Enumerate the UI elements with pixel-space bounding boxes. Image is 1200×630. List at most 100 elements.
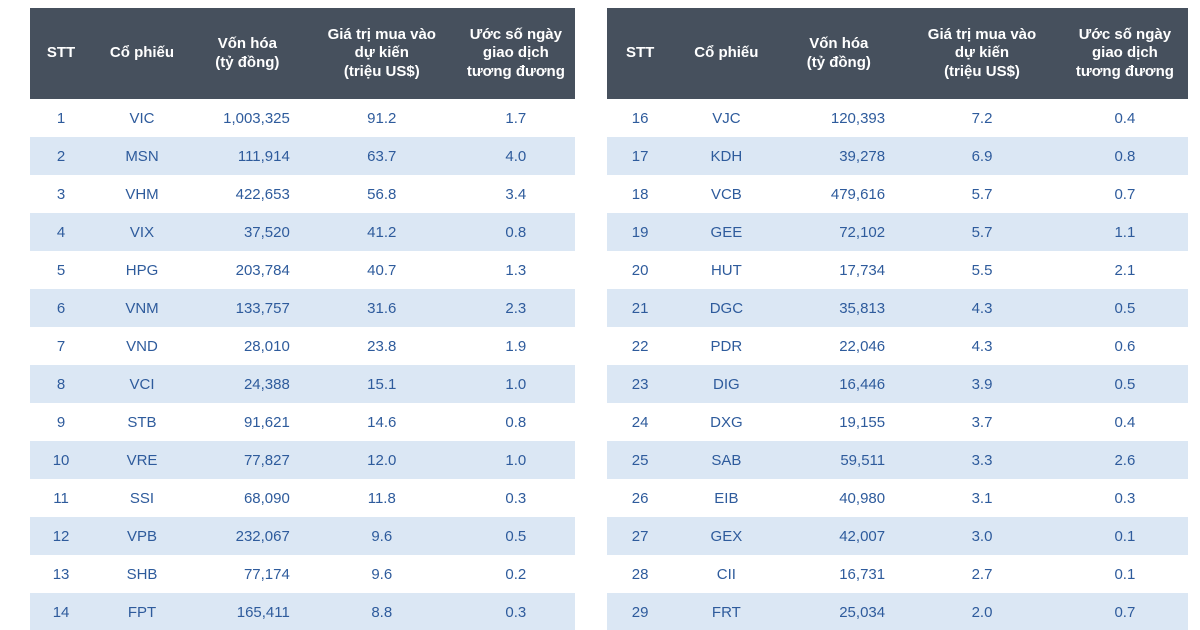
column-header-ticker: Cổ phiếu <box>109 44 175 62</box>
cell-market-cap: 1,003,325 <box>223 109 290 127</box>
cell-buy-value: 15.1 <box>367 375 397 393</box>
cell-ticker: SSI <box>129 489 155 507</box>
cell-market-cap: 59,511 <box>840 451 886 469</box>
cell-ticker: STB <box>127 413 157 431</box>
cell-ticker: PDR <box>710 337 743 355</box>
cell-trading-days: 0.1 <box>1114 565 1136 583</box>
cell-market-cap: 120,393 <box>830 109 886 127</box>
cell-trading-days: 0.3 <box>505 489 527 507</box>
cell-stt: 13 <box>52 565 70 583</box>
column-header-buy-value: Giá trị mua vào dự kiến (triệu US$) <box>927 26 1037 80</box>
cell-stt: 11 <box>53 489 69 507</box>
cell-buy-value: 14.6 <box>367 413 397 431</box>
table-row: 1 VIC 1,003,325 91.2 1.7 <box>30 99 575 137</box>
cell-market-cap: 91,621 <box>243 413 290 431</box>
cell-trading-days: 0.4 <box>1114 109 1136 127</box>
table-row: 12 VPB 232,067 9.6 0.5 <box>30 517 575 555</box>
cell-stt: 8 <box>56 375 66 393</box>
table-row: 26 EIB 40,980 3.1 0.3 <box>607 479 1188 517</box>
cell-buy-value: 6.9 <box>971 147 993 165</box>
cell-trading-days: 1.9 <box>505 337 527 355</box>
cell-ticker: VIX <box>129 223 155 241</box>
cell-buy-value: 56.8 <box>367 185 397 203</box>
cell-trading-days: 0.7 <box>1114 185 1136 203</box>
stock-table-right: STT Cổ phiếu Vốn hóa (tỷ đồng) Giá trị mua … <box>607 8 1188 630</box>
cell-buy-value: 7.2 <box>971 109 993 127</box>
cell-stt: 22 <box>631 337 649 355</box>
cell-ticker: DGC <box>709 299 744 317</box>
cell-trading-days: 0.1 <box>1114 527 1136 545</box>
cell-ticker: SHB <box>126 565 158 583</box>
table-row: 11 SSI 68,090 11.8 0.3 <box>30 479 575 517</box>
table-row: 24 DXG 19,155 3.7 0.4 <box>607 403 1188 441</box>
cell-trading-days: 3.4 <box>505 185 527 203</box>
column-header-buy-value: Giá trị mua vào dự kiến (triệu US$) <box>327 26 436 80</box>
cell-stt: 19 <box>631 223 649 241</box>
table-row: 14 FPT 165,411 8.8 0.3 <box>30 593 575 630</box>
cell-market-cap: 42,007 <box>839 527 886 545</box>
cell-trading-days: 2.3 <box>505 299 527 317</box>
cell-stt: 1 <box>56 109 66 127</box>
cell-ticker: MSN <box>125 147 159 165</box>
cell-market-cap: 28,010 <box>243 337 290 355</box>
cell-trading-days: 4.0 <box>505 147 527 165</box>
cell-trading-days: 0.8 <box>505 223 527 241</box>
table-row: 8 VCI 24,388 15.1 1.0 <box>30 365 575 403</box>
cell-market-cap: 133,757 <box>235 299 290 317</box>
cell-buy-value: 5.7 <box>971 223 993 241</box>
cell-ticker: HPG <box>125 261 159 279</box>
cell-market-cap: 232,067 <box>235 527 290 545</box>
cell-stt: 3 <box>56 185 66 203</box>
cell-trading-days: 1.0 <box>505 451 527 469</box>
cell-trading-days: 2.1 <box>1114 261 1136 279</box>
cell-market-cap: 24,388 <box>243 375 290 393</box>
column-header-market-cap: Vốn hóa (tỷ đồng) <box>806 35 871 71</box>
table-row: 18 VCB 479,616 5.7 0.7 <box>607 175 1188 213</box>
cell-ticker: FRT <box>711 603 741 621</box>
cell-market-cap: 68,090 <box>243 489 290 507</box>
cell-trading-days: 0.8 <box>505 413 527 431</box>
cell-stt: 26 <box>631 489 649 507</box>
table-row: 5 HPG 203,784 40.7 1.3 <box>30 251 575 289</box>
cell-buy-value: 40.7 <box>367 261 397 279</box>
cell-stt: 16 <box>631 109 649 127</box>
cell-ticker: KDH <box>710 147 743 165</box>
cell-buy-value: 3.7 <box>971 413 993 431</box>
cell-buy-value: 23.8 <box>367 337 397 355</box>
cell-buy-value: 12.0 <box>367 451 397 469</box>
cell-buy-value: 91.2 <box>367 109 397 127</box>
table-row: 6 VNM 133,757 31.6 2.3 <box>30 289 575 327</box>
cell-trading-days: 2.6 <box>1114 451 1136 469</box>
cell-stt: 29 <box>631 603 649 621</box>
cell-ticker: VND <box>126 337 158 355</box>
cell-ticker: FPT <box>127 603 157 621</box>
cell-trading-days: 1.3 <box>505 261 527 279</box>
table-body: 16 VJC 120,393 7.2 0.4 17 KDH 39,278 6.9 0.8 18 VCB… <box>607 99 1188 630</box>
cell-ticker: VNM <box>125 299 159 317</box>
cell-buy-value: 8.8 <box>371 603 393 621</box>
table-row: 13 SHB 77,174 9.6 0.2 <box>30 555 575 593</box>
cell-trading-days: 0.3 <box>1114 489 1136 507</box>
cell-stt: 5 <box>56 261 66 279</box>
table-header: STT Cổ phiếu Vốn hóa (tỷ đồng) Giá trị mua … <box>30 8 575 99</box>
cell-stt: 7 <box>56 337 66 355</box>
cell-trading-days: 0.5 <box>1114 375 1136 393</box>
table-row: 19 GEE 72,102 5.7 1.1 <box>607 213 1188 251</box>
table-row: 22 PDR 22,046 4.3 0.6 <box>607 327 1188 365</box>
table-row: 28 CII 16,731 2.7 0.1 <box>607 555 1188 593</box>
table-row: 3 VHM 422,653 56.8 3.4 <box>30 175 575 213</box>
cell-buy-value: 4.3 <box>971 337 993 355</box>
cell-stt: 2 <box>56 147 66 165</box>
cell-stt: 10 <box>52 451 70 469</box>
cell-market-cap: 25,034 <box>839 603 886 621</box>
cell-ticker: DIG <box>713 375 740 393</box>
cell-stt: 4 <box>56 223 66 241</box>
cell-stt: 18 <box>631 185 649 203</box>
column-header-market-cap: Vốn hóa (tỷ đồng) <box>215 35 280 71</box>
cell-trading-days: 0.4 <box>1114 413 1136 431</box>
cell-ticker: VJC <box>712 109 741 127</box>
cell-stt: 9 <box>56 413 66 431</box>
cell-market-cap: 37,520 <box>243 223 290 241</box>
table-row: 9 STB 91,621 14.6 0.8 <box>30 403 575 441</box>
